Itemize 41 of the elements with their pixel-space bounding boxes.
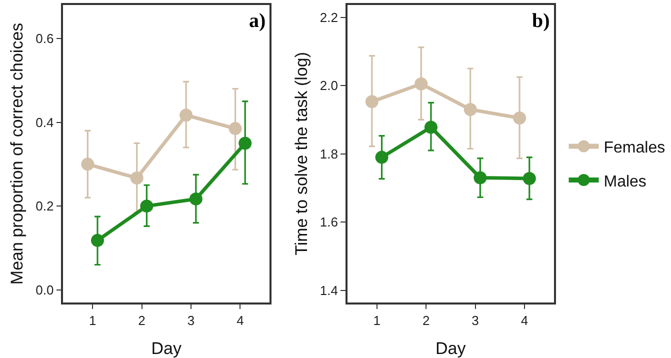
x-tick-label: 3 [187,312,195,328]
y-tick-label: 0.6 [36,31,54,46]
point [522,172,536,185]
point [140,200,154,213]
point [474,171,487,184]
point [375,150,388,164]
point [414,77,428,90]
point [189,192,202,206]
x-tick-label: 4 [236,312,244,328]
point [513,112,526,124]
point [81,158,94,171]
point [130,172,144,184]
x-tick-label: 2 [422,312,430,328]
y-tick-label: 0.4 [36,114,54,130]
y-tick-label: 1.6 [320,214,338,230]
x-tick-label: 1 [88,312,96,328]
x-tick-label: 3 [472,312,479,328]
point [238,136,252,150]
x-axis-title: Day [436,339,466,358]
y-tick-label: 1.8 [320,146,338,162]
chart-title: b) [532,10,550,32]
y-tick-label: 0.2 [36,198,54,214]
point [365,95,378,108]
chart-title: a) [249,10,266,32]
x-tick-label: 1 [373,312,380,328]
y-tick-label: 1.4 [320,283,338,298]
y-axis-title: Mean proportion of correct choices [8,22,27,285]
y-tick-label: 0.0 [36,282,54,298]
point [228,122,242,136]
x-tick-label: 4 [520,312,528,328]
y-tick-label: 2.0 [320,78,338,94]
y-tick-label: 2.2 [320,10,338,25]
legend-label: Females [604,139,666,156]
point [180,108,193,122]
x-tick-label: 2 [138,312,146,328]
y-axis-title: Time to solve the task (log) [292,52,311,256]
point [464,102,477,116]
point [91,234,104,247]
legend-label: Males [604,173,646,190]
point [424,120,438,134]
x-axis-title: Day [151,339,182,358]
